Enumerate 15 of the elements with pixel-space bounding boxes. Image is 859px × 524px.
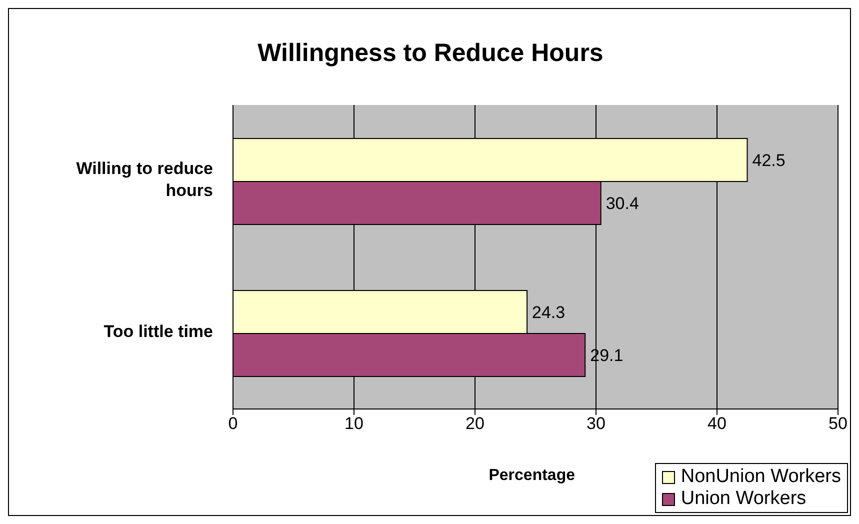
x-tick-label: 20 (466, 414, 484, 434)
x-tick-label: 0 (228, 414, 238, 434)
x-axis-title: Percentage (488, 467, 575, 485)
legend-label: NonUnion Workers (680, 466, 841, 488)
y-tick-label: Willing to reduce hours (76, 159, 213, 200)
x-tick-label: 40 (708, 414, 726, 434)
x-tick-label: 50 (828, 414, 848, 434)
data-label: 42.5 (752, 150, 786, 170)
data-label: 30.4 (606, 194, 639, 213)
legend-label: Union Workers (680, 488, 808, 510)
x-tick-label: 30 (586, 414, 606, 434)
y-tick-label: Too little time (104, 322, 213, 342)
chart-title: Willingness to Reduce Hours (256, 39, 604, 68)
data-label: 24.3 (532, 302, 566, 322)
x-tick-label: 10 (344, 414, 364, 434)
